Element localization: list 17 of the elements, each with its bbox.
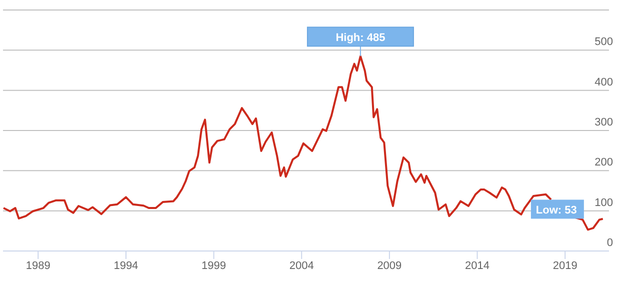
x-tick-label: 2019	[552, 260, 578, 272]
annotation: Low: 53	[536, 204, 577, 217]
y-tick-label: 300	[594, 116, 613, 128]
y-tick-label: 400	[594, 76, 613, 88]
callout: Low: 53	[530, 200, 584, 219]
y-tick-label: 500	[594, 36, 613, 48]
y-tick-label: 0	[606, 237, 613, 249]
x-tick-label: 2009	[377, 260, 402, 272]
y-tick-label: 200	[594, 156, 613, 169]
x-tick-label: 1999	[202, 260, 226, 272]
annotation: High: 485	[336, 32, 386, 44]
x-tick-label: 1994	[114, 260, 138, 272]
x-tick-label: 2014	[465, 260, 490, 272]
x-tick-label: 1989	[26, 260, 50, 272]
callout: High: 485	[306, 26, 414, 57]
y-tick-label: 100	[594, 196, 613, 209]
x-tick-label: 2004	[289, 260, 314, 272]
